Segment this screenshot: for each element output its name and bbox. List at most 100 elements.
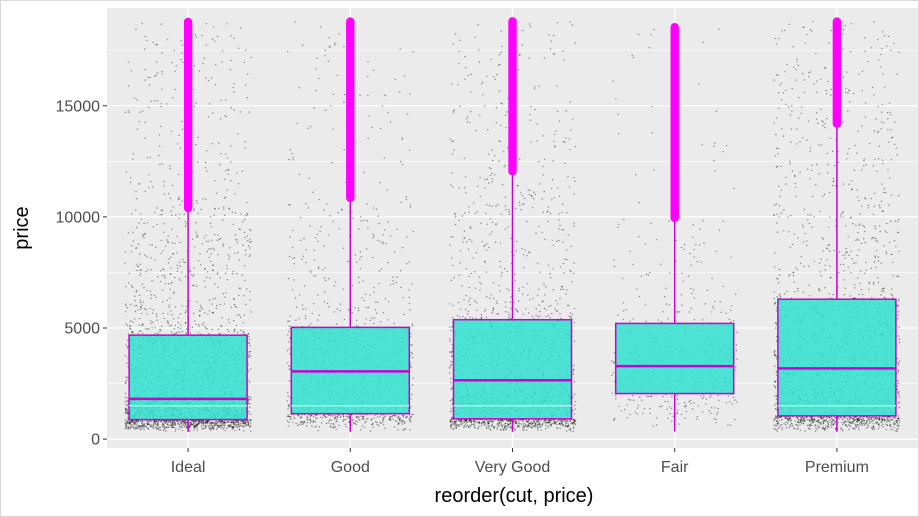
jitter-point: [160, 252, 163, 255]
jitter-point: [409, 405, 412, 408]
jitter-point: [233, 424, 235, 426]
jitter-point: [139, 253, 141, 255]
jitter-point: [405, 196, 407, 198]
jitter-point: [138, 183, 140, 185]
jitter-point: [354, 422, 356, 425]
jitter-point: [179, 147, 182, 149]
jitter-point: [451, 172, 453, 174]
jitter-point: [532, 297, 534, 300]
jitter-point: [126, 425, 128, 428]
jitter-point: [371, 418, 373, 420]
jitter-point: [223, 206, 225, 208]
jitter-point: [124, 401, 126, 403]
jitter-point: [125, 424, 127, 426]
jitter-point: [474, 421, 476, 423]
jitter-point: [504, 228, 506, 230]
jitter-point: [411, 393, 413, 396]
jitter-point: [529, 25, 532, 28]
jitter-point: [163, 421, 165, 423]
jitter-point: [140, 218, 143, 221]
jitter-point: [225, 153, 227, 155]
jitter-point: [504, 196, 507, 198]
jitter-point: [329, 45, 331, 47]
jitter-point: [170, 267, 172, 269]
jitter-point: [212, 247, 214, 249]
jitter-point: [125, 311, 127, 313]
jitter-point: [342, 415, 345, 417]
jitter-point: [553, 140, 555, 143]
jitter-point: [195, 422, 197, 424]
jitter-point: [232, 87, 234, 89]
jitter-point: [243, 330, 245, 333]
jitter-point: [156, 428, 158, 430]
jitter-point: [463, 237, 465, 239]
jitter-point: [573, 222, 575, 224]
jitter-point: [141, 323, 144, 325]
jitter-point: [154, 422, 156, 425]
jitter-point: [140, 308, 142, 310]
jitter-point: [193, 422, 195, 424]
jitter-point: [131, 331, 133, 333]
jitter-point: [561, 421, 563, 423]
jitter-point: [493, 426, 496, 428]
jitter-point: [153, 294, 156, 297]
jitter-point: [161, 71, 163, 73]
jitter-point: [165, 103, 168, 105]
jitter-point: [233, 303, 236, 306]
jitter-point: [204, 425, 206, 427]
jitter-point: [146, 313, 148, 315]
jitter-point: [227, 254, 229, 256]
jitter-point: [288, 403, 291, 405]
jitter-point: [395, 415, 397, 417]
jitter-point: [218, 420, 221, 422]
jitter-point: [161, 289, 164, 291]
jitter-point: [572, 419, 575, 421]
jitter-point: [231, 422, 233, 424]
jitter-point: [545, 286, 547, 288]
jitter-point: [515, 250, 517, 252]
jitter-point: [197, 422, 200, 424]
jitter-point: [520, 423, 523, 425]
jitter-point: [505, 419, 507, 422]
jitter-point: [487, 423, 490, 425]
jitter-point: [135, 28, 137, 30]
jitter-point: [195, 143, 197, 146]
jitter-point: [147, 428, 150, 430]
jitter-point: [333, 418, 336, 420]
jitter-point: [136, 420, 138, 422]
jitter-point: [248, 419, 250, 421]
jitter-point: [236, 272, 238, 275]
jitter-point: [199, 304, 202, 307]
jitter-point: [150, 297, 152, 300]
jitter-point: [382, 419, 385, 421]
jitter-point: [124, 419, 127, 421]
jitter-point: [490, 419, 492, 422]
jitter-point: [315, 414, 318, 416]
jitter-point: [192, 284, 194, 287]
jitter-point: [517, 422, 520, 424]
jitter-point: [143, 307, 146, 310]
jitter-point: [138, 294, 141, 296]
jitter-point: [382, 243, 384, 245]
jitter-point: [404, 428, 406, 430]
jitter-point: [146, 156, 149, 159]
jitter-point: [212, 269, 214, 271]
jitter-point: [143, 426, 145, 429]
jitter-point: [510, 420, 512, 422]
jitter-point: [449, 340, 451, 342]
jitter-point: [555, 130, 557, 132]
jitter-point: [450, 425, 452, 428]
jitter-point: [573, 421, 575, 424]
jitter-point: [450, 364, 452, 366]
jitter-point: [220, 427, 222, 429]
jitter-point: [149, 425, 152, 427]
jitter-point: [129, 428, 132, 430]
jitter-point: [173, 292, 175, 295]
jitter-point: [554, 422, 556, 424]
jitter-point: [238, 420, 240, 422]
jitter-point: [161, 163, 163, 165]
jitter-point: [449, 338, 451, 340]
jitter-point: [486, 223, 488, 225]
jitter-point: [402, 421, 405, 423]
